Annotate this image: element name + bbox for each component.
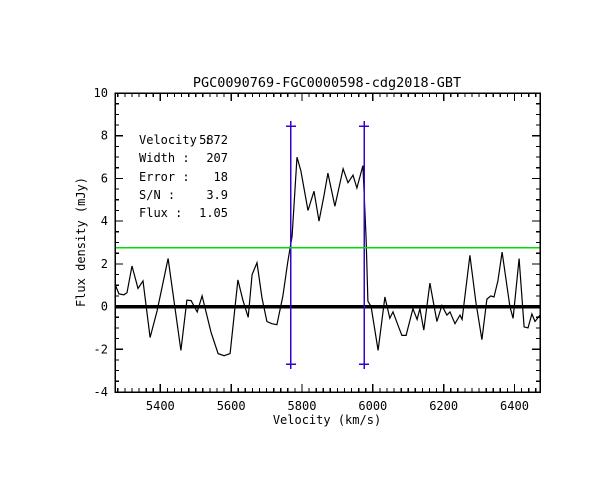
- x-tick-label: 6400: [500, 399, 529, 413]
- y-tick-label: -4: [94, 385, 108, 399]
- legend-row-error: Error : 18: [139, 170, 228, 184]
- x-tick-label: 5800: [288, 399, 317, 413]
- legend-row-width: Width : 207: [139, 151, 228, 165]
- legend-label-error: Error :: [139, 170, 190, 184]
- legend-label-flux: Flux :: [139, 206, 182, 220]
- y-tick-label: 6: [101, 171, 108, 185]
- y-tick-label: 2: [101, 257, 108, 271]
- plot-title: PGC0090769-FGC0000598-cdg2018-GBT: [193, 75, 461, 91]
- y-tick-label: 10: [94, 86, 108, 100]
- chart-geometry: 5400 5600 5800 6000 6200 6400 -4 -2 0 2 4 6 8 10: [94, 86, 541, 413]
- x-tick-label: 6000: [358, 399, 387, 413]
- measurements-legend: Velocity : 5872 Width : 207 Error : 18 S…: [139, 133, 228, 220]
- legend-label-width: Width :: [139, 151, 190, 165]
- x-tick-label: 5600: [217, 399, 246, 413]
- legend-label-sn: S/N :: [139, 188, 175, 202]
- legend-value-flux: 1.05: [199, 206, 228, 220]
- y-axis-label: Flux density (mJy): [74, 177, 88, 307]
- legend-value-error: 18: [214, 170, 228, 184]
- x-tick-label: 6200: [429, 399, 458, 413]
- legend-row-velocity: Velocity : 5872: [139, 133, 228, 147]
- y-tick-label: 8: [101, 129, 108, 143]
- legend-row-sn: S/N : 3.9: [139, 188, 228, 202]
- x-axis-label: Velocity (km/s): [273, 413, 381, 427]
- legend-row-flux: Flux : 1.05: [139, 206, 228, 220]
- y-tick-label: -2: [94, 342, 108, 356]
- legend-value-sn: 3.9: [206, 188, 228, 202]
- x-tick-label: 5400: [146, 399, 175, 413]
- legend-label-velocity: Velocity :: [139, 133, 211, 147]
- y-tick-label: 0: [101, 300, 108, 314]
- legend-value-width: 207: [206, 151, 228, 165]
- spectrum-line: [114, 156, 541, 357]
- y-tick-label: 4: [101, 214, 108, 228]
- legend-value-velocity: 5872: [199, 133, 228, 147]
